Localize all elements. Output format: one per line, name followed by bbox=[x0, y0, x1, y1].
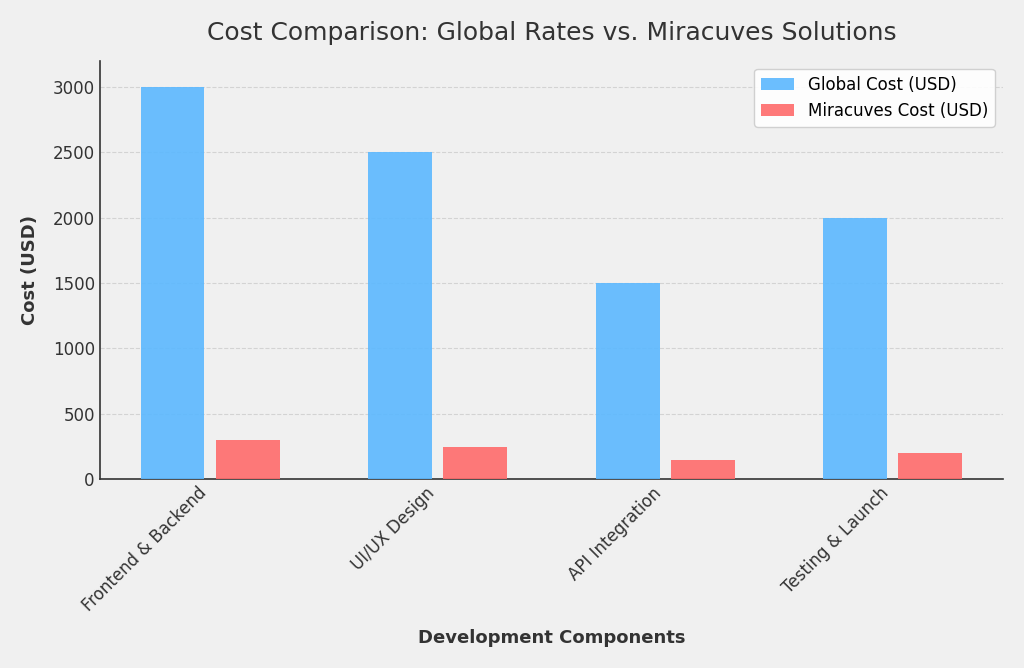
Bar bbox=[140, 87, 205, 479]
X-axis label: Development Components: Development Components bbox=[418, 629, 685, 647]
Bar bbox=[216, 440, 280, 479]
Bar bbox=[823, 218, 887, 479]
Bar bbox=[443, 446, 507, 479]
Bar bbox=[369, 152, 432, 479]
Legend: Global Cost (USD), Miracuves Cost (USD): Global Cost (USD), Miracuves Cost (USD) bbox=[755, 69, 995, 127]
Bar bbox=[671, 460, 734, 479]
Bar bbox=[898, 453, 963, 479]
Title: Cost Comparison: Global Rates vs. Miracuves Solutions: Cost Comparison: Global Rates vs. Miracu… bbox=[207, 21, 896, 45]
Bar bbox=[596, 283, 659, 479]
Y-axis label: Cost (USD): Cost (USD) bbox=[20, 215, 39, 325]
